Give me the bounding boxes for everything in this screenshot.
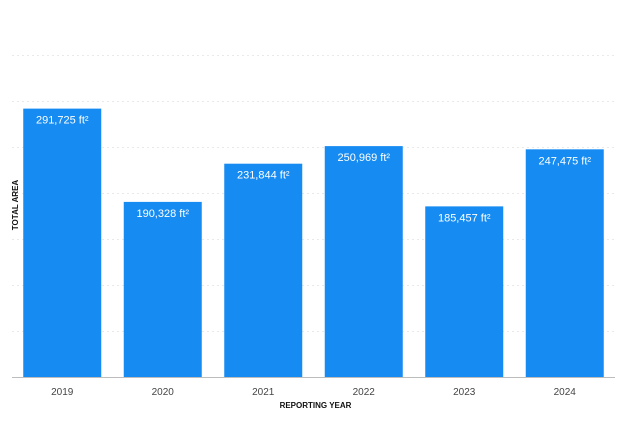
grid-lines (12, 55, 615, 332)
bar-2022 (324, 146, 403, 377)
bar-2021 (224, 163, 303, 377)
x-tick-label-2019: 2019 (51, 387, 74, 398)
bar-data-label-2023: 185,457 ft² (438, 212, 491, 224)
bars (23, 108, 604, 377)
bar-data-label-2024: 247,475 ft² (538, 155, 591, 167)
bar-data-label-2022: 250,969 ft² (337, 152, 390, 164)
bar-2023 (425, 206, 504, 377)
bar-data-label-2021: 231,844 ft² (237, 170, 290, 182)
y-axis-title: TOTAL AREA (11, 180, 20, 231)
x-tick-label-2020: 2020 (152, 387, 175, 398)
x-tick-label-2023: 2023 (453, 387, 476, 398)
x-tick-label-2024: 2024 (554, 387, 577, 398)
bar-data-label-2019: 291,725 ft² (36, 115, 89, 127)
bar-2019 (23, 108, 102, 377)
x-axis-title: REPORTING YEAR (280, 401, 352, 410)
bar-data-labels: 291,725 ft² 190,328 ft² 231,844 ft² 250,969… (36, 115, 591, 225)
x-tick-label-2022: 2022 (353, 387, 376, 398)
x-tick-label-2021: 2021 (252, 387, 275, 398)
x-tick-labels: 2019 2020 2021 2022 2023 2024 (51, 387, 576, 398)
bar-2020 (123, 201, 202, 377)
bar-2024 (525, 149, 604, 377)
bar-data-label-2020: 190,328 ft² (136, 208, 189, 220)
